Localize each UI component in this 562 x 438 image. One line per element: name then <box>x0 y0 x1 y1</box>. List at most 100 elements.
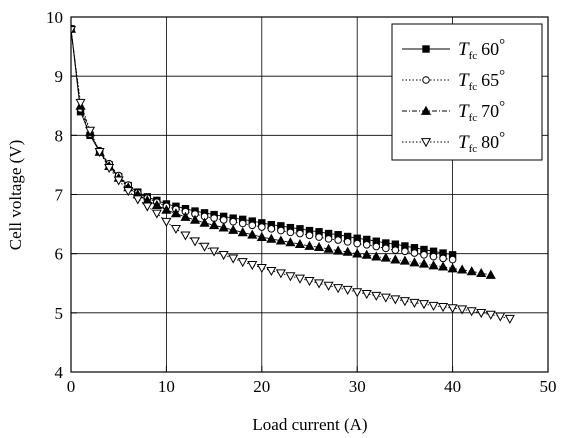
data-point <box>209 247 220 257</box>
legend-subscript: fc <box>469 81 478 93</box>
legend-degree: ° <box>499 130 505 146</box>
legend: Tfc 60°Tfc 65°Tfc 70°Tfc 80° <box>391 23 543 161</box>
data-point <box>294 274 306 284</box>
data-point <box>420 251 428 259</box>
legend-marker <box>420 138 432 148</box>
data-point <box>410 249 419 257</box>
axes: 0 10 20 30 40 50 4 5 6 7 8 9 10 <box>46 8 557 396</box>
data-point <box>457 264 468 274</box>
data-point <box>132 195 143 205</box>
data-point <box>342 285 353 295</box>
data-point <box>85 126 96 136</box>
y-tick-label: 6 <box>55 245 64 264</box>
data-point <box>342 246 353 256</box>
data-point <box>476 308 487 319</box>
y-tick-label: 4 <box>55 363 64 382</box>
legend-marker <box>420 105 432 115</box>
data-point <box>199 217 210 227</box>
data-point <box>428 301 439 311</box>
legend-symbol: T <box>458 101 470 122</box>
data-point <box>71 26 77 36</box>
data-point <box>372 242 381 251</box>
legend-marker <box>422 45 430 53</box>
data-point <box>285 272 296 282</box>
data-point <box>334 236 342 244</box>
data-point <box>361 249 372 259</box>
data-point <box>399 297 410 307</box>
data-point <box>294 238 306 249</box>
data-point <box>466 266 477 276</box>
legend-symbol: T <box>458 39 470 60</box>
data-point <box>238 219 247 228</box>
data-point <box>371 291 382 301</box>
data-point <box>286 228 295 237</box>
data-point <box>352 248 363 258</box>
data-point <box>439 254 447 263</box>
data-point <box>438 303 449 313</box>
data-point <box>151 209 162 219</box>
data-point <box>380 252 391 262</box>
data-point <box>228 254 239 264</box>
data-point <box>229 217 237 226</box>
legend-item: Tfc 70° <box>402 99 505 124</box>
data-point <box>275 269 286 279</box>
data-point <box>180 211 191 221</box>
data-point <box>237 227 248 237</box>
data-point <box>256 231 267 241</box>
data-point <box>218 250 229 261</box>
data-point <box>362 240 371 249</box>
data-point <box>390 254 401 264</box>
data-point <box>94 148 105 158</box>
x-tick-label: 40 <box>444 377 461 396</box>
x-tick-label: 20 <box>253 377 270 396</box>
legend-subscript: fc <box>469 143 478 155</box>
x-tick-label: 50 <box>540 377 557 396</box>
data-point <box>324 235 333 243</box>
legend-item: Tfc 65° <box>402 68 505 93</box>
data-point <box>285 237 296 247</box>
data-point <box>266 233 277 243</box>
legend-label: Tfc 70° <box>458 99 505 124</box>
data-point <box>495 312 506 322</box>
series-80 <box>71 26 515 324</box>
legend-value: 70 <box>481 101 499 121</box>
data-point <box>409 257 420 267</box>
legend-label: Tfc 60° <box>458 37 505 62</box>
data-point <box>247 261 258 271</box>
data-point <box>189 214 201 224</box>
data-point <box>199 242 210 252</box>
data-point <box>323 281 334 291</box>
x-axis-label: Load current (A) <box>252 415 367 434</box>
data-point <box>113 176 124 186</box>
data-point <box>267 225 276 233</box>
data-point <box>343 238 352 246</box>
data-point <box>104 164 115 174</box>
data-point <box>457 305 468 315</box>
legend-degree: ° <box>499 37 505 53</box>
data-point <box>170 224 181 235</box>
data-point <box>189 237 201 247</box>
y-tick-label: 9 <box>55 67 64 86</box>
data-point <box>304 277 315 287</box>
legend-symbol: T <box>458 70 470 91</box>
data-point <box>485 310 496 320</box>
data-point <box>180 231 191 241</box>
data-point <box>429 252 438 261</box>
legend-box <box>391 23 543 161</box>
data-point <box>447 304 458 314</box>
data-point <box>142 202 153 212</box>
y-tick-label: 7 <box>55 186 64 205</box>
data-point <box>485 269 496 279</box>
data-point <box>237 258 248 268</box>
x-tick-label: 10 <box>158 377 175 396</box>
data-point <box>151 199 162 210</box>
data-point <box>247 229 258 239</box>
legend-label: Tfc 65° <box>458 68 505 93</box>
data-point <box>418 300 430 310</box>
legend-value: 80 <box>481 132 499 152</box>
data-point <box>248 221 257 230</box>
data-point <box>504 314 515 324</box>
data-point <box>256 264 267 274</box>
data-point <box>296 229 304 238</box>
legend-value: 60 <box>481 39 499 59</box>
